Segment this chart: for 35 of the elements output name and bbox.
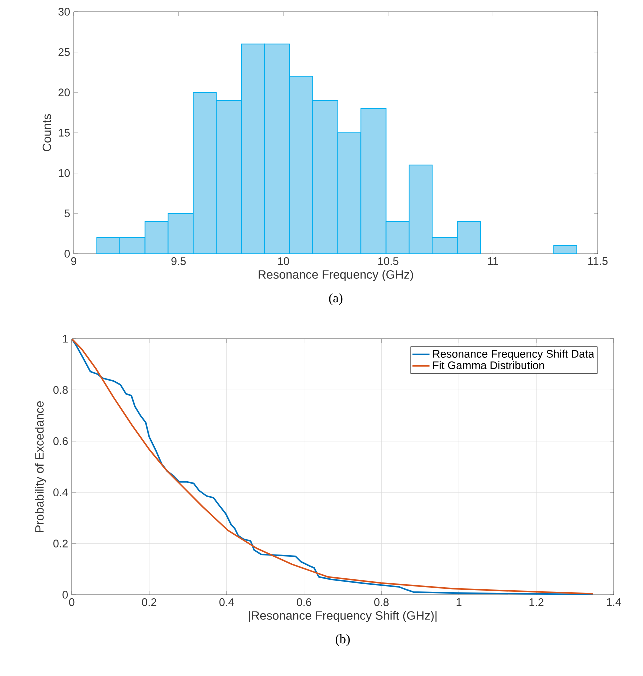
y-tick-label: 0.8 <box>54 386 68 394</box>
x-tick-label: 1.2 <box>530 598 544 606</box>
x-axis-title: Resonance Frequency (GHz) <box>258 270 414 282</box>
x-tick-label: 0.8 <box>374 598 389 606</box>
x-tick-label: 11 <box>488 258 498 266</box>
y-tick-label: 0.2 <box>54 540 68 548</box>
y-tick-label: 0 <box>62 591 68 599</box>
text: (a) <box>329 294 343 306</box>
y-tick-label: 0.6 <box>54 438 68 446</box>
x-tick-label: 11.5 <box>588 258 608 266</box>
x-tick-label: 0.6 <box>297 598 312 606</box>
x-tick-label: 1 <box>456 598 462 606</box>
y-tick-label: 25 <box>58 48 70 56</box>
x-tick-label: 0.2 <box>142 598 157 606</box>
x-tick-label: 0.4 <box>220 598 234 606</box>
y-axis-title: Probability of Excedance <box>35 402 46 532</box>
y-tick-label: 15 <box>59 129 70 137</box>
y-tick-label: 30 <box>58 8 70 16</box>
y-tick-label: 5 <box>64 210 70 218</box>
x-tick-label: 10.5 <box>378 258 399 266</box>
y-tick-label: 0 <box>64 250 70 258</box>
line-series <box>72 339 594 596</box>
legend-label: Fit Gamma Distribution <box>433 361 544 370</box>
x-axis-title: |Resonance Frequency Shift (GHz)| <box>249 611 437 622</box>
text: (b) <box>336 634 350 646</box>
y-axis-title: Counts <box>42 114 52 152</box>
y-tick-label: 10 <box>59 169 70 178</box>
x-tick-label: 9 <box>71 258 77 266</box>
legend-label: Resonance Frequency Shift Data <box>433 350 595 360</box>
x-tick-label: 9.5 <box>172 258 186 266</box>
y-tick-label: 0.4 <box>54 488 68 496</box>
y-tick-label: 1 <box>63 335 68 343</box>
y-tick-label: 20 <box>58 88 70 97</box>
x-tick-label: 1.4 <box>607 598 622 606</box>
x-tick-label: 10 <box>278 258 290 266</box>
